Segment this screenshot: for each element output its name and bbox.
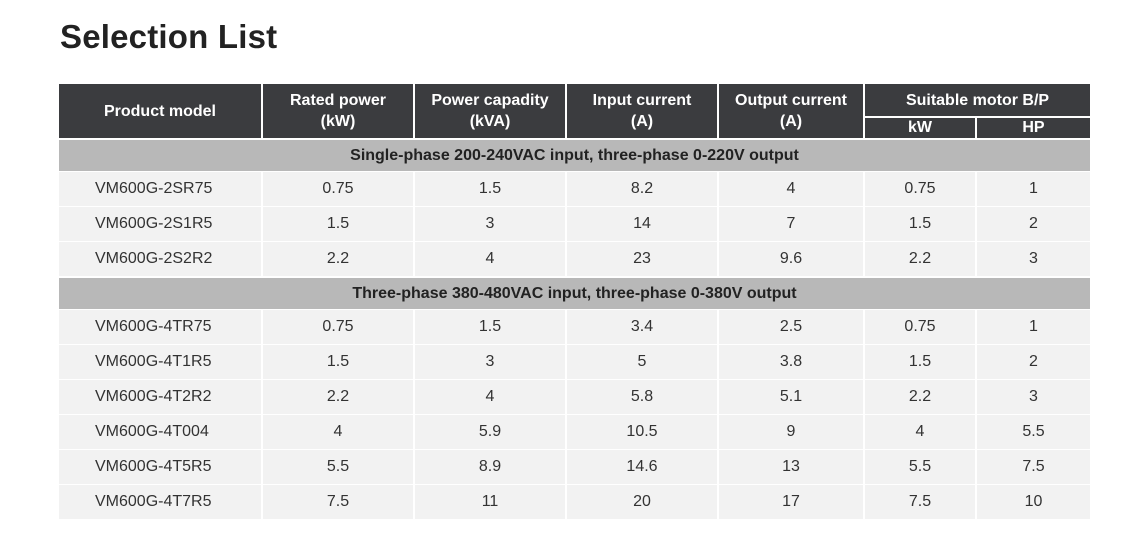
header-output-current-line2: (A)	[779, 113, 803, 130]
header-output-current-line1: Output current	[735, 92, 847, 109]
section-row: Three-phase 380-480VAC input, three-phas…	[59, 276, 1090, 309]
header-motor-hp: HP	[977, 116, 1090, 138]
cell-motor-hp: 7.5	[977, 449, 1090, 484]
cell-product-model: VM600G-4T1R5	[59, 344, 263, 379]
cell-rated-power: 7.5	[263, 484, 415, 519]
cell-motor-hp: 3	[977, 241, 1090, 276]
cell-product-model: VM600G-4T7R5	[59, 484, 263, 519]
cell-input-current: 5	[567, 344, 719, 379]
cell-rated-power: 1.5	[263, 344, 415, 379]
table-row: VM600G-2S1R5 1.5 3 14 7 1.5 2	[59, 206, 1090, 241]
table-row: VM600G-2S2R2 2.2 4 23 9.6 2.2 3	[59, 241, 1090, 276]
cell-output-current: 17	[719, 484, 865, 519]
cell-rated-power: 0.75	[263, 309, 415, 344]
cell-motor-kw: 5.5	[865, 449, 977, 484]
header-product-model: Product model	[59, 84, 263, 138]
cell-motor-hp: 2	[977, 206, 1090, 241]
cell-rated-power: 5.5	[263, 449, 415, 484]
cell-input-current: 8.2	[567, 171, 719, 206]
cell-power-capacity: 11	[415, 484, 567, 519]
cell-motor-kw: 4	[865, 414, 977, 449]
section-row: Single-phase 200-240VAC input, three-pha…	[59, 138, 1090, 171]
section-label: Three-phase 380-480VAC input, three-phas…	[59, 276, 1090, 309]
cell-power-capacity: 3	[415, 344, 567, 379]
cell-motor-hp: 2	[977, 344, 1090, 379]
cell-input-current: 23	[567, 241, 719, 276]
header-rated-power-line2: (kW)	[320, 113, 356, 130]
cell-power-capacity: 5.9	[415, 414, 567, 449]
table-row: VM600G-4T004 4 5.9 10.5 9 4 5.5	[59, 414, 1090, 449]
cell-output-current: 5.1	[719, 379, 865, 414]
header-power-capacity: Power capadity (kVA)	[415, 84, 567, 138]
cell-product-model: VM600G-2S1R5	[59, 206, 263, 241]
cell-input-current: 14	[567, 206, 719, 241]
cell-motor-kw: 2.2	[865, 379, 977, 414]
cell-rated-power: 1.5	[263, 206, 415, 241]
cell-rated-power: 4	[263, 414, 415, 449]
header-input-current: Input current (A)	[567, 84, 719, 138]
table-row: VM600G-2SR75 0.75 1.5 8.2 4 0.75 1	[59, 171, 1090, 206]
header-motor-kw: kW	[865, 116, 977, 138]
cell-product-model: VM600G-2SR75	[59, 171, 263, 206]
cell-output-current: 9.6	[719, 241, 865, 276]
cell-motor-kw: 0.75	[865, 171, 977, 206]
cell-rated-power: 2.2	[263, 379, 415, 414]
cell-power-capacity: 8.9	[415, 449, 567, 484]
header-input-current-line1: Input current	[592, 92, 692, 109]
cell-output-current: 13	[719, 449, 865, 484]
header-power-capacity-line1: Power capadity	[431, 92, 549, 109]
cell-input-current: 14.6	[567, 449, 719, 484]
section-label: Single-phase 200-240VAC input, three-pha…	[59, 138, 1090, 171]
cell-product-model: VM600G-2S2R2	[59, 241, 263, 276]
cell-power-capacity: 3	[415, 206, 567, 241]
cell-power-capacity: 1.5	[415, 171, 567, 206]
cell-product-model: VM600G-4TR75	[59, 309, 263, 344]
header-suitable-motor: Suitable motor B/P	[865, 84, 1090, 116]
selection-table: Product model Rated power (kW) Power cap…	[59, 84, 1090, 519]
cell-power-capacity: 4	[415, 241, 567, 276]
cell-power-capacity: 4	[415, 379, 567, 414]
cell-motor-hp: 10	[977, 484, 1090, 519]
header-input-current-line2: (A)	[630, 113, 654, 130]
table-row: VM600G-4T2R2 2.2 4 5.8 5.1 2.2 3	[59, 379, 1090, 414]
cell-input-current: 10.5	[567, 414, 719, 449]
cell-input-current: 20	[567, 484, 719, 519]
cell-output-current: 3.8	[719, 344, 865, 379]
header-output-current: Output current (A)	[719, 84, 865, 138]
cell-motor-kw: 1.5	[865, 344, 977, 379]
cell-motor-kw: 7.5	[865, 484, 977, 519]
table-row: VM600G-4T7R5 7.5 11 20 17 7.5 10	[59, 484, 1090, 519]
cell-power-capacity: 1.5	[415, 309, 567, 344]
cell-motor-kw: 0.75	[865, 309, 977, 344]
header-rated-power: Rated power (kW)	[263, 84, 415, 138]
header-rated-power-line1: Rated power	[289, 92, 386, 109]
cell-motor-kw: 2.2	[865, 241, 977, 276]
cell-motor-hp: 5.5	[977, 414, 1090, 449]
cell-output-current: 9	[719, 414, 865, 449]
cell-product-model: VM600G-4T2R2	[59, 379, 263, 414]
cell-input-current: 3.4	[567, 309, 719, 344]
cell-rated-power: 2.2	[263, 241, 415, 276]
header-power-capacity-line2: (kVA)	[469, 113, 511, 130]
cell-motor-hp: 3	[977, 379, 1090, 414]
cell-motor-hp: 1	[977, 309, 1090, 344]
table-row: VM600G-4T5R5 5.5 8.9 14.6 13 5.5 7.5	[59, 449, 1090, 484]
cell-product-model: VM600G-4T5R5	[59, 449, 263, 484]
cell-output-current: 4	[719, 171, 865, 206]
cell-input-current: 5.8	[567, 379, 719, 414]
page-title: Selection List	[60, 18, 278, 55]
table-body: Single-phase 200-240VAC input, three-pha…	[59, 138, 1090, 519]
table-row: VM600G-4T1R5 1.5 3 5 3.8 1.5 2	[59, 344, 1090, 379]
cell-rated-power: 0.75	[263, 171, 415, 206]
cell-output-current: 2.5	[719, 309, 865, 344]
cell-output-current: 7	[719, 206, 865, 241]
table-row: VM600G-4TR75 0.75 1.5 3.4 2.5 0.75 1	[59, 309, 1090, 344]
cell-motor-kw: 1.5	[865, 206, 977, 241]
cell-motor-hp: 1	[977, 171, 1090, 206]
cell-product-model: VM600G-4T004	[59, 414, 263, 449]
